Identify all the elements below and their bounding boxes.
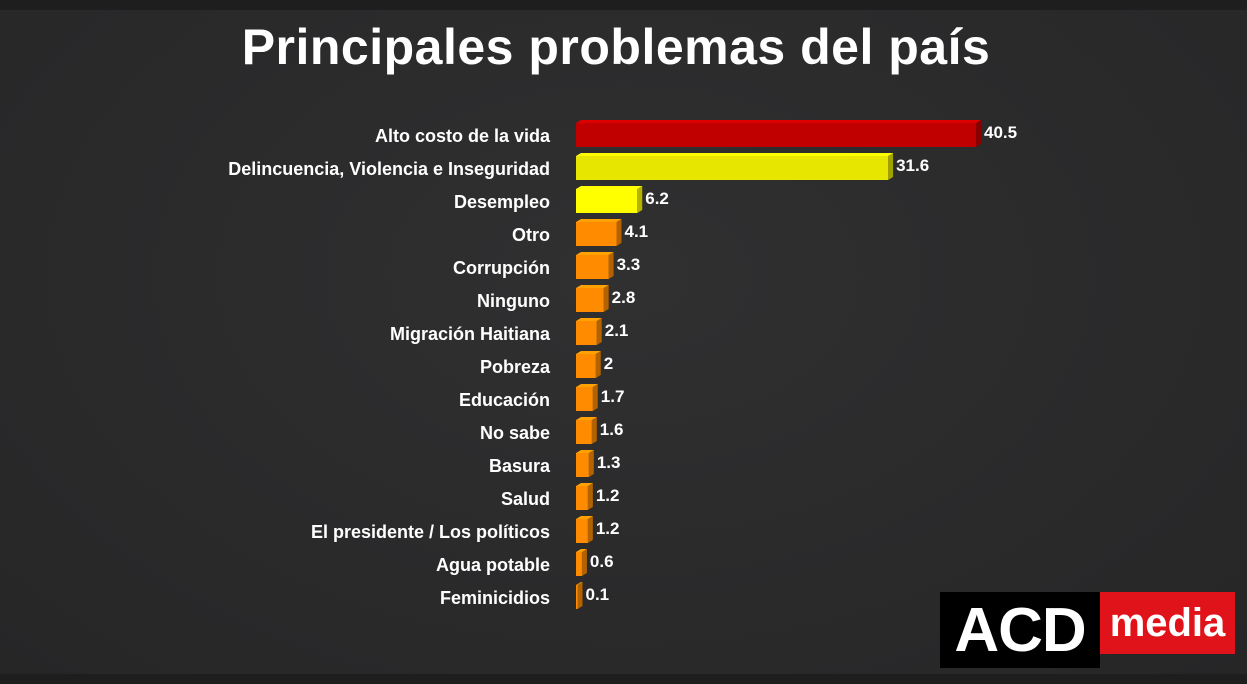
category-label: Delincuencia, Violencia e Inseguridad [228,159,550,179]
bar-group [576,549,587,576]
value-label: 1.3 [597,453,621,472]
bar-side [616,219,622,246]
bar [576,387,593,411]
bar-side [588,450,594,477]
category-label: Educación [459,390,550,410]
bar-top [576,186,643,189]
category-label: Migración Haitiana [390,324,551,344]
bar-side [637,186,643,213]
bar-side [577,582,583,609]
bar [576,354,596,378]
bar-side [592,384,598,411]
value-label: 0.6 [590,552,614,571]
category-label: Salud [501,489,550,509]
bar [576,453,589,477]
bar-top [576,219,622,222]
category-label: Agua potable [436,555,550,575]
bar [576,156,889,180]
value-label: 0.1 [586,585,610,604]
bar-side [581,549,587,576]
bar-group [576,120,981,147]
bar-top [576,549,587,552]
value-label: 1.2 [596,519,620,538]
logo-acd-text: ACD [940,592,1100,668]
bar-top [576,252,614,255]
bar-group [576,153,894,180]
value-label: 1.7 [601,387,625,406]
bar [576,420,592,444]
bar-top [576,318,602,321]
bar-side [587,483,593,510]
bar-top [576,285,609,288]
bar-side [976,120,981,147]
value-label: 2.8 [612,288,636,307]
top-border [0,0,1247,10]
bar-top [576,384,598,387]
logo-media-text: media [1100,592,1235,654]
bar-top [576,351,601,354]
bar-top [576,417,597,420]
bar-side [596,318,602,345]
chart-title: Principales problemas del país [241,19,991,75]
bar-group [576,516,593,543]
bar [576,486,588,510]
value-label: 3.3 [617,255,641,274]
bar-side [608,252,614,279]
category-label: Feminicidios [440,588,550,608]
bar [576,519,588,543]
category-label: El presidente / Los políticos [311,522,550,542]
bar-top [576,450,594,453]
bar [576,288,604,312]
bar-side [591,417,597,444]
value-label: 2 [604,354,613,373]
bar-side [888,153,894,180]
value-label: 40.5 [984,123,1017,142]
bar-group [576,318,602,345]
value-label: 1.6 [600,420,624,439]
bar-group [576,483,593,510]
bar-group [576,582,583,609]
bar-group [576,219,622,246]
bar-side [595,351,601,378]
bar [576,189,638,213]
bar [576,255,609,279]
bar-group [576,450,594,477]
bar-group [576,186,643,213]
value-label: 6.2 [645,189,669,208]
category-label: Basura [489,456,551,476]
category-label: Pobreza [480,357,551,377]
bar-side [587,516,593,543]
bar-group [576,285,609,312]
value-label: 4.1 [624,222,648,241]
bar-top [576,483,593,486]
category-label: Alto costo de la vida [375,126,551,146]
bar [576,123,976,147]
acd-media-logo: ACD media [940,592,1237,668]
bar-group [576,384,598,411]
category-label: No sabe [480,423,550,443]
bar-top [576,516,593,519]
bar-side [603,285,609,312]
category-label: Desempleo [454,192,550,212]
bar-group [576,417,597,444]
category-label: Ninguno [477,291,550,311]
bar [576,585,578,609]
bar-group [576,252,614,279]
bar [576,321,597,345]
bar [576,552,582,576]
bar-top [576,582,583,585]
category-label: Otro [512,225,550,245]
value-label: 1.2 [596,486,620,505]
value-label: 31.6 [896,156,929,175]
bar-top [576,153,894,156]
bar-top [576,120,981,123]
category-label: Corrupción [453,258,550,278]
bar-group [576,351,601,378]
value-label: 2.1 [605,321,629,340]
bottom-border [0,674,1247,684]
bar [576,222,617,246]
